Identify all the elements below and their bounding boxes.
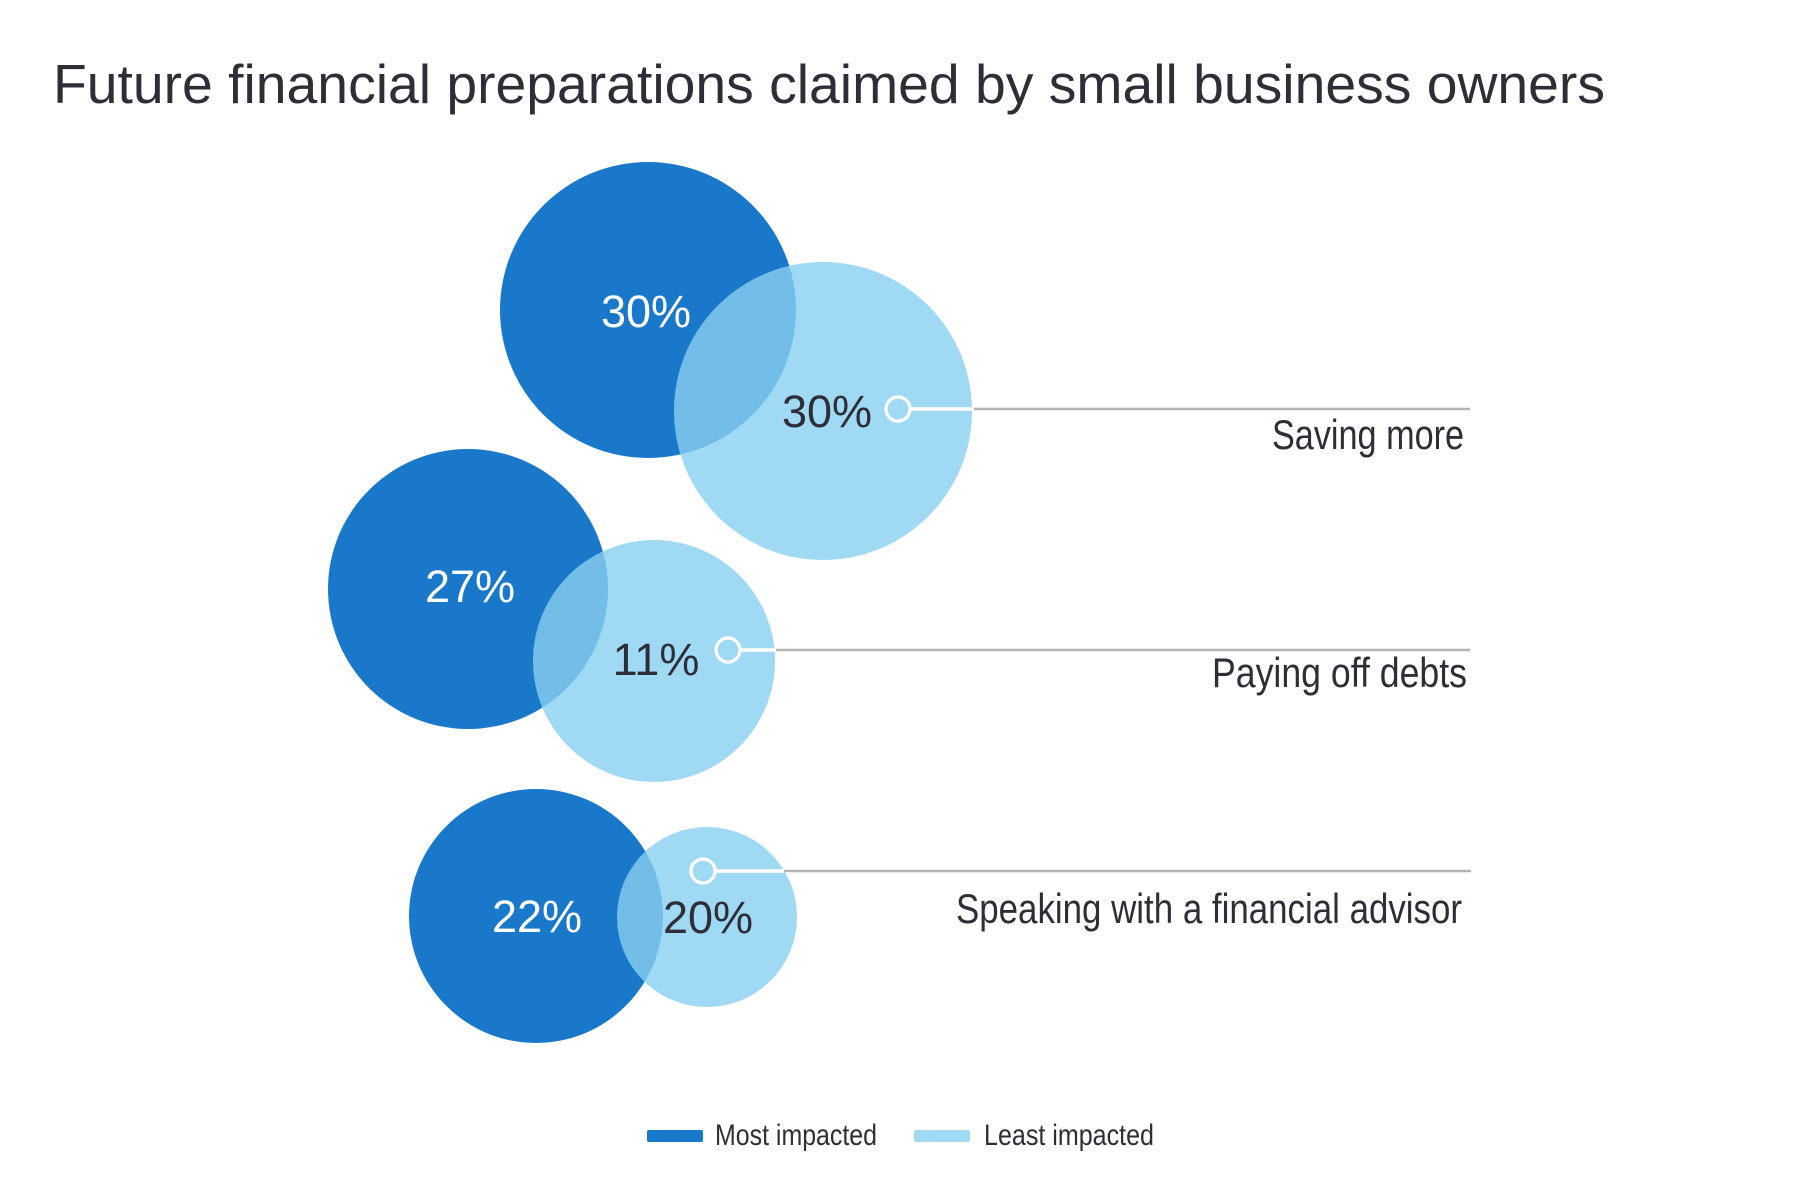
svg-text:Least impacted: Least impacted [984, 1119, 1154, 1152]
svg-text:Paying off debts: Paying off debts [1212, 649, 1467, 696]
svg-text:11%: 11% [613, 634, 700, 685]
svg-text:22%: 22% [492, 891, 582, 942]
svg-text:Future financial preparations: Future financial preparations claimed by… [53, 53, 1605, 115]
svg-text:27%: 27% [425, 561, 515, 612]
svg-text:Speaking with a financial advi: Speaking with a financial advisor [956, 885, 1462, 932]
svg-text:20%: 20% [663, 892, 753, 943]
svg-text:Most impacted: Most impacted [715, 1119, 877, 1152]
svg-text:30%: 30% [601, 286, 691, 337]
svg-text:30%: 30% [782, 386, 872, 437]
svg-text:Saving more: Saving more [1272, 411, 1464, 458]
